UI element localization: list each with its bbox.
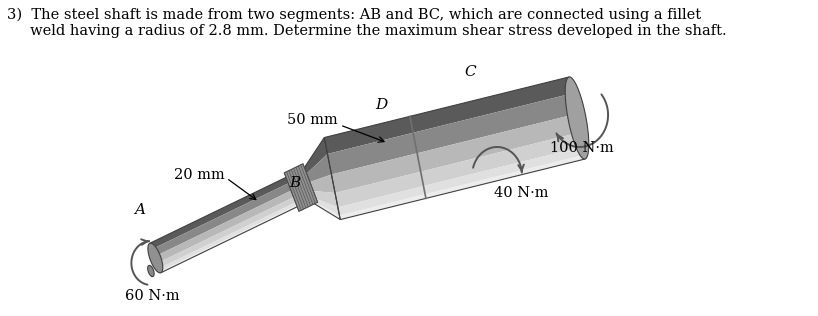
Polygon shape bbox=[304, 154, 331, 183]
Polygon shape bbox=[338, 147, 584, 216]
Polygon shape bbox=[150, 170, 303, 249]
Polygon shape bbox=[308, 191, 338, 207]
Polygon shape bbox=[339, 155, 585, 220]
Text: 40 N·m: 40 N·m bbox=[493, 186, 548, 200]
Polygon shape bbox=[306, 174, 335, 193]
Polygon shape bbox=[284, 164, 317, 211]
Text: weld having a radius of 2.8 mm. Determine the maximum shear stress developed in : weld having a radius of 2.8 mm. Determin… bbox=[7, 24, 726, 38]
Polygon shape bbox=[160, 195, 312, 271]
Polygon shape bbox=[308, 196, 339, 216]
Polygon shape bbox=[155, 184, 308, 263]
Polygon shape bbox=[324, 77, 573, 154]
Polygon shape bbox=[565, 77, 589, 159]
Polygon shape bbox=[303, 137, 327, 176]
Polygon shape bbox=[148, 243, 163, 273]
Polygon shape bbox=[160, 198, 312, 273]
Text: 60 N·m: 60 N·m bbox=[125, 289, 180, 303]
Text: 3)  The steel shaft is made from two segments: AB and BC, which are connected us: 3) The steel shaft is made from two segm… bbox=[7, 8, 701, 22]
Text: 20 mm: 20 mm bbox=[174, 168, 225, 182]
Text: A: A bbox=[134, 203, 145, 217]
Polygon shape bbox=[327, 94, 576, 174]
Text: C: C bbox=[465, 65, 476, 79]
Polygon shape bbox=[335, 132, 582, 207]
Text: D: D bbox=[375, 98, 388, 112]
Polygon shape bbox=[152, 176, 306, 257]
Polygon shape bbox=[309, 199, 340, 220]
Polygon shape bbox=[157, 190, 310, 268]
Text: 100 N·m: 100 N·m bbox=[551, 141, 614, 155]
Polygon shape bbox=[331, 114, 580, 193]
Polygon shape bbox=[148, 265, 154, 276]
Text: 50 mm: 50 mm bbox=[286, 113, 337, 127]
Text: B: B bbox=[289, 176, 300, 190]
